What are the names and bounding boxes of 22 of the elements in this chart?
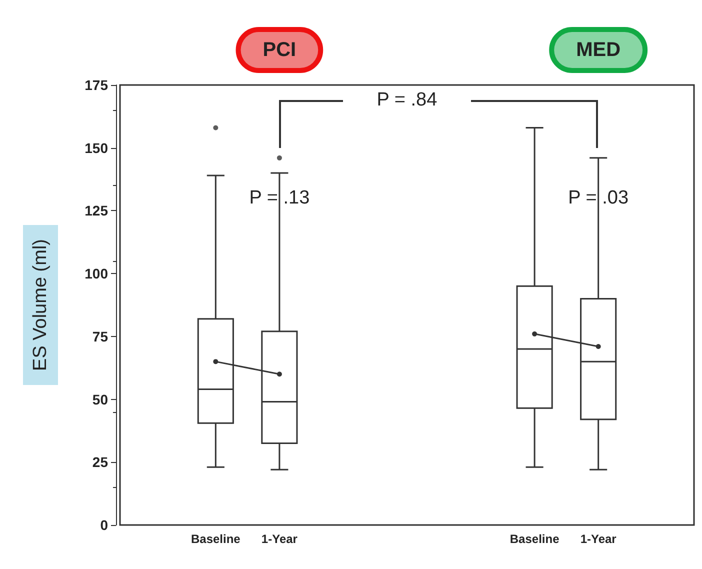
y-tick-label: 100 [84, 266, 108, 282]
text: PCI [262, 39, 296, 61]
x-tick-label: 1-Year [261, 532, 298, 546]
x-tick-label: Baseline [190, 532, 241, 546]
point [213, 359, 218, 364]
y-tick-label: 25 [92, 454, 108, 470]
y-tick-label: 150 [84, 140, 108, 156]
annotation: P = .03 [568, 188, 629, 209]
y-tick-label: 75 [92, 328, 108, 344]
y-tick-label: 175 [84, 77, 108, 93]
x-tick-label: Baseline [510, 532, 560, 546]
y-tick-label: 50 [92, 391, 108, 408]
annotation: P = .13 [249, 188, 310, 209]
y-tick-label: 125 [84, 202, 108, 219]
point [276, 372, 282, 377]
annotation: P = .84 [376, 90, 438, 111]
point [532, 331, 538, 336]
text: MED [576, 39, 621, 61]
x-tick-label: 1-Year [580, 532, 617, 546]
y-tick-label: 0 [100, 517, 108, 533]
point [596, 344, 601, 349]
y-axis-title: ES Volume (ml) [30, 239, 51, 371]
